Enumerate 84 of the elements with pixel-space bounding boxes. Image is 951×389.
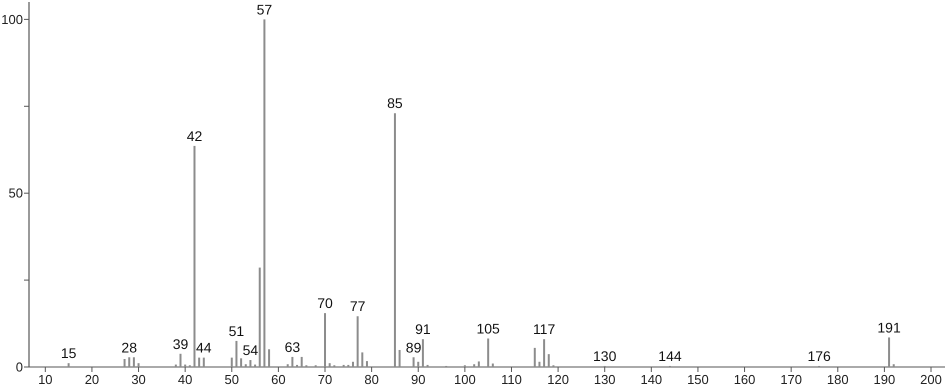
- bar: [291, 356, 294, 367]
- bar: [473, 364, 476, 367]
- annotation: 191: [877, 319, 901, 336]
- bar: [286, 364, 289, 367]
- x-tick-label: 150: [687, 372, 709, 387]
- x-tick-label: 180: [826, 372, 849, 387]
- y-tick-label: 100: [1, 12, 23, 27]
- annotation: 28: [121, 339, 138, 356]
- bar: [361, 352, 364, 367]
- annotation: 51: [228, 322, 244, 339]
- annotation: 54: [242, 342, 258, 358]
- annotation: 70: [317, 295, 334, 312]
- bar: [398, 350, 401, 367]
- bar: [534, 348, 536, 367]
- annotation: 144: [658, 348, 682, 364]
- bar: [198, 358, 200, 367]
- bar: [492, 364, 494, 367]
- bar: [892, 364, 895, 367]
- bar: [417, 362, 420, 367]
- annotation: 63: [284, 338, 300, 355]
- bar: [240, 358, 242, 367]
- annotation: 15: [60, 345, 77, 362]
- bar: [548, 354, 550, 367]
- x-tick-label: 120: [547, 372, 569, 387]
- bar: [132, 357, 135, 367]
- x-tick-label: 20: [84, 372, 100, 387]
- x-tick-label: 80: [364, 372, 379, 387]
- x-tick-label: 100: [454, 372, 476, 387]
- annotation: 57: [256, 1, 272, 18]
- bar: [478, 361, 480, 367]
- bar: [230, 358, 233, 367]
- bar: [180, 354, 182, 367]
- x-tick-label: 190: [874, 372, 896, 387]
- x-tick-label: 130: [594, 372, 616, 387]
- bar: [249, 360, 252, 367]
- bar: [258, 268, 261, 367]
- x-tick-label: 110: [501, 372, 522, 387]
- y-tick-label: 0: [16, 360, 23, 375]
- bar: [538, 362, 540, 367]
- annotation: 42: [186, 128, 202, 144]
- bar: [68, 363, 70, 367]
- bar: [138, 363, 140, 367]
- bar: [328, 363, 331, 367]
- bar: [244, 364, 247, 367]
- bar: [193, 146, 196, 367]
- annotation: 105: [476, 320, 500, 336]
- x-tick-label: 70: [318, 372, 332, 387]
- bar: [366, 361, 368, 367]
- annotation: 44: [196, 340, 212, 356]
- annotation: 91: [415, 321, 431, 338]
- bar: [124, 359, 126, 367]
- bar: [487, 338, 490, 367]
- x-tick-label: 200: [920, 372, 942, 387]
- y-tick-label: 50: [8, 186, 23, 201]
- x-tick-label: 90: [411, 372, 426, 387]
- bar: [235, 340, 238, 367]
- bar: [356, 316, 359, 367]
- bar: [422, 339, 424, 367]
- x-tick-label: 10: [38, 372, 53, 387]
- x-tick-label: 30: [131, 372, 146, 387]
- bar: [394, 113, 396, 367]
- bar: [543, 339, 546, 367]
- annotation: 39: [172, 336, 188, 352]
- bar: [300, 356, 303, 367]
- bar: [263, 19, 266, 367]
- x-tick-label: 40: [178, 372, 192, 387]
- annotation: 89: [406, 339, 422, 356]
- bar: [128, 357, 130, 367]
- x-tick-label: 160: [734, 372, 756, 387]
- bar: [268, 349, 270, 367]
- bar: [352, 362, 354, 367]
- x-tick-label: 170: [780, 372, 802, 387]
- x-tick-label: 140: [640, 372, 662, 387]
- annotation: 77: [350, 298, 366, 314]
- bar: [888, 337, 890, 367]
- annotation: 85: [387, 95, 403, 112]
- bar: [412, 357, 415, 367]
- annotation: 130: [593, 348, 617, 364]
- bar: [202, 358, 205, 367]
- x-tick-label: 50: [224, 372, 240, 387]
- annotation: 117: [532, 321, 556, 338]
- bar: [324, 313, 326, 367]
- x-tick-label: 60: [271, 372, 286, 387]
- annotation: 176: [807, 348, 832, 364]
